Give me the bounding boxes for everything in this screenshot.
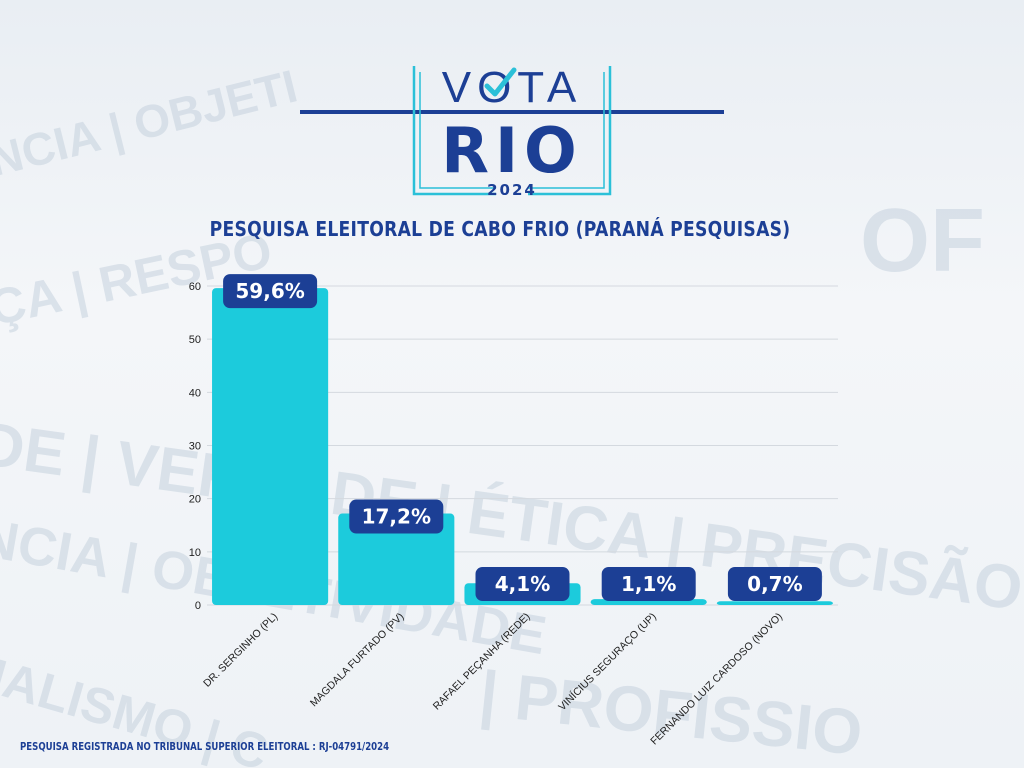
x-tick-label: DR. SERGINHO (PL) (201, 611, 280, 690)
data-label-text: 17,2% (362, 505, 431, 529)
y-axis-ticks: 0 10 20 30 40 50 60 (189, 281, 201, 612)
footer-note: PESQUISA REGISTRADA NO TRIBUNAL SUPERIOR… (20, 740, 390, 753)
data-label: 1,1% (601, 567, 696, 601)
check-icon (484, 67, 517, 97)
data-label: 4,1% (475, 567, 570, 601)
y-tick-label: 50 (189, 334, 201, 346)
data-label: 17,2% (349, 499, 444, 534)
data-label: 0,7% (727, 567, 822, 601)
x-axis-labels: DR. SERGINHO (PL) MAGDALA FURTADO (PV) RAF… (201, 610, 785, 747)
vota-rio-logo: VOTA RIO 2024 (300, 63, 724, 199)
bar (338, 513, 455, 605)
value-labels: 59,6% 17,2% 4,1% 1,1% 0,7% (223, 274, 822, 601)
data-label-text: 4,1% (495, 572, 550, 596)
logo-vota-text: VOTA (442, 63, 583, 112)
bars (212, 288, 833, 605)
logo-rio-text: RIO (441, 114, 583, 187)
data-label-text: 0,7% (747, 572, 802, 596)
y-tick-label: 30 (189, 441, 201, 453)
data-label-text: 59,6% (235, 279, 304, 303)
chart-title: PESQUISA ELEITORAL DE CABO FRIO (PARANÁ … (209, 217, 791, 241)
logo-year-text: 2024 (487, 181, 537, 199)
bar (716, 601, 833, 605)
y-tick-label: 20 (189, 494, 201, 506)
bar (212, 288, 329, 605)
x-tick-label: FERNANDO LUIZ CARDOSO (NOVO) (648, 611, 785, 748)
x-tick-label: RAFAEL PEÇANHA (REDE) (431, 611, 533, 713)
y-tick-label: 40 (189, 387, 201, 399)
y-tick-label: 60 (189, 281, 201, 293)
data-label: 59,6% (223, 274, 318, 309)
data-label-text: 1,1% (621, 572, 676, 596)
y-tick-label: 0 (195, 600, 201, 612)
y-tick-label: 10 (189, 547, 201, 559)
x-tick-label: VINÍCIUS SEGURAÇO (UP) (556, 610, 659, 713)
x-tick-label: MAGDALA FURTADO (PV) (308, 611, 407, 710)
